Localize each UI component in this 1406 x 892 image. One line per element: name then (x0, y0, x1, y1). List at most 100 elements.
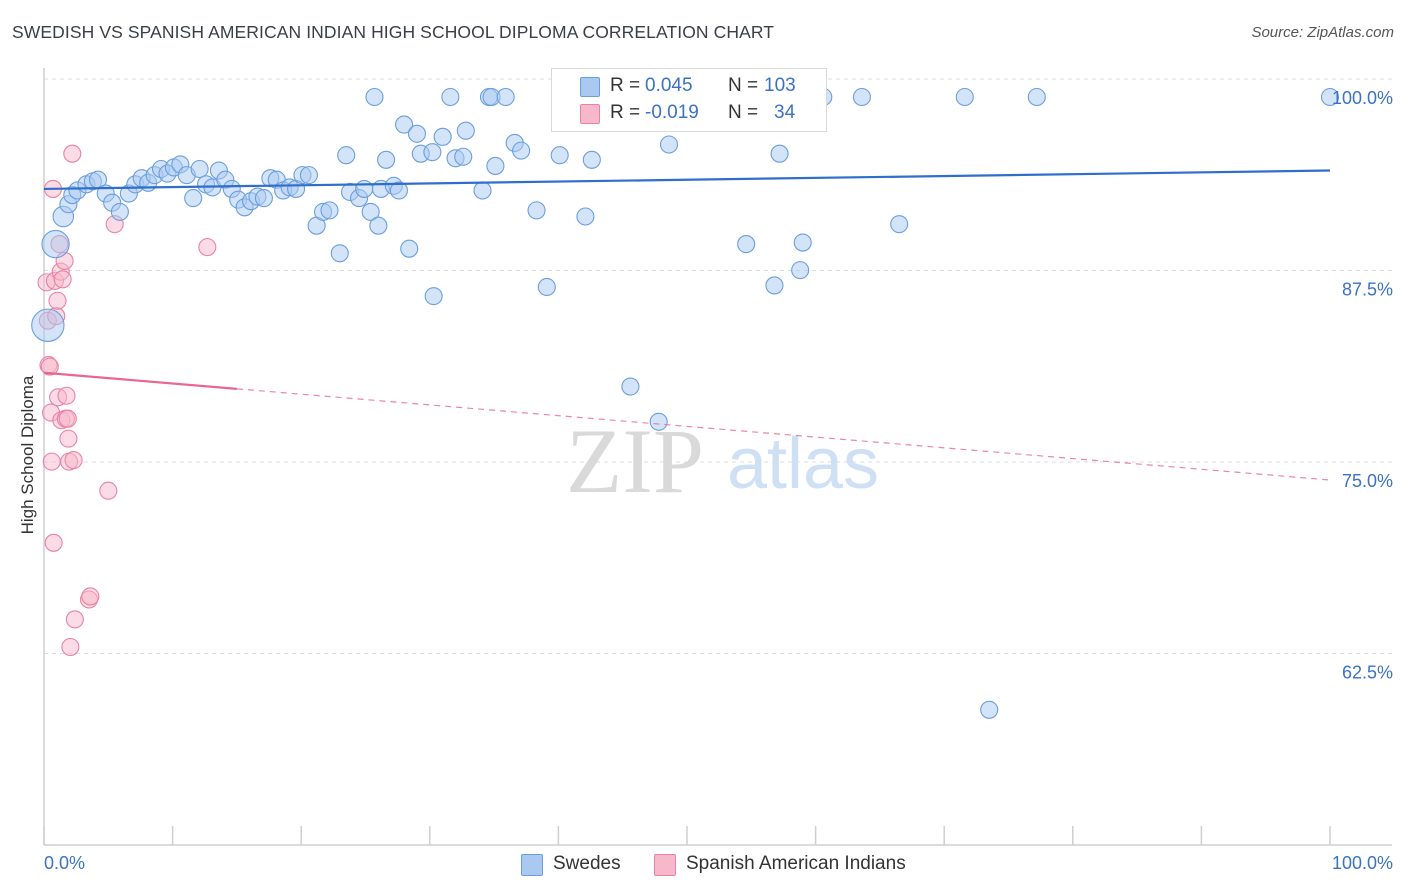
swedes-point (41, 229, 70, 259)
swedes-point (31, 308, 65, 342)
series-swedes (31, 87, 1340, 719)
swedes-point (337, 146, 356, 165)
swedes-point (582, 150, 601, 169)
correlation-legend: R = 0.045 N = 103 R = -0.019 N = 34 (551, 68, 827, 132)
swedes-point (890, 215, 909, 234)
legend-r-value: 0.045 (645, 75, 693, 96)
swedes-point (456, 121, 475, 140)
spanish-american-indians-point (40, 357, 59, 376)
spanish-american-indians-trend-line (43, 371, 237, 390)
legend-swatch-pink (580, 104, 600, 124)
swedes-point (659, 135, 679, 154)
swedes-point (793, 233, 812, 252)
chart-title: SWEDISH VS SPANISH AMERICAN INDIAN HIGH … (12, 22, 775, 42)
swedes-point (361, 202, 380, 221)
spanish-american-indians-swatch (654, 854, 676, 876)
y-tick-label: 75.0% (1342, 471, 1393, 491)
swedes-point (852, 87, 871, 107)
spanish-american-indians-point (99, 481, 118, 500)
axes (43, 68, 1392, 846)
spanish-american-indians-trend-extension (236, 388, 1331, 481)
swedes-point (770, 144, 789, 163)
spanish-american-indians-label: Spanish American Indians (686, 853, 906, 874)
watermark-atlas: atlas (727, 424, 879, 504)
spanish-american-indians-point (53, 270, 72, 289)
swedes-trend-line (43, 169, 1331, 191)
gridlines (44, 78, 1392, 654)
spanish-american-indians-point (59, 429, 78, 448)
x-tick-label-max: 100.0% (1332, 853, 1393, 873)
swedes-point (550, 146, 569, 165)
spanish-american-indians-point (64, 451, 83, 470)
swedes-point (433, 127, 452, 146)
swedes-point (190, 159, 209, 179)
swedes-point (473, 181, 492, 200)
swedes-point (576, 207, 595, 226)
spanish-american-indians-point (48, 291, 67, 310)
swedes-point (441, 87, 460, 107)
swedes-point (512, 141, 531, 160)
legend-n-value: 34 (774, 102, 796, 123)
swedes-point (454, 147, 473, 166)
swedes-point (537, 277, 556, 297)
swedes-point (1027, 87, 1046, 107)
swedes-point (527, 201, 546, 220)
swedes-point (621, 377, 640, 396)
legend-row-spanish-american-indians: R = -0.019 N = 34 (552, 100, 826, 127)
swedes-point (365, 87, 384, 107)
watermark-zip: ZIP (566, 410, 704, 512)
swedes-point (423, 143, 442, 162)
swedes-point (1320, 87, 1340, 107)
series-legend: Swedes Spanish American Indians (0, 850, 1406, 880)
spanish-american-indians-point (57, 386, 76, 405)
legend-row-swedes: R = 0.045 N = 103 (552, 73, 826, 100)
spanish-american-indians-point (65, 610, 84, 629)
swedes-point (955, 87, 974, 107)
y-tick-label: 62.5% (1342, 663, 1393, 683)
y-tick-label: 100.0% (1332, 88, 1393, 108)
tick-labels: 100.0% 87.5% 75.0% 62.5% 0.0% 100.0% (44, 88, 1393, 873)
swedes-point (299, 166, 318, 185)
swedes-point (377, 150, 396, 169)
swedes-point (254, 189, 273, 208)
swedes-point (486, 156, 505, 175)
swedes-point (424, 287, 443, 306)
swedes-point (330, 244, 349, 263)
swedes-point (110, 202, 129, 221)
spanish-american-indians-point (81, 587, 100, 606)
swedes-point (400, 239, 419, 258)
swedes-point (407, 124, 426, 143)
spanish-american-indians-point (58, 409, 77, 428)
legend-r-label: R = (610, 75, 641, 96)
spanish-american-indians-point (198, 238, 217, 257)
swedes-point (737, 235, 756, 254)
swedes-point (395, 115, 414, 134)
spanish-american-indians-point (44, 533, 63, 552)
swedes-point (980, 700, 999, 719)
legend-n-label: N = (728, 102, 759, 123)
spanish-american-indians-point (61, 637, 80, 657)
swedes-label: Swedes (553, 853, 621, 874)
spanish-american-indians-point (63, 144, 82, 163)
y-tick-label: 87.5% (1342, 280, 1393, 300)
swedes-point (791, 261, 810, 280)
swedes-point (369, 216, 388, 235)
legend-swatch-blue (580, 77, 600, 97)
swedes-point (184, 189, 203, 208)
legend-n-label: N = (728, 75, 759, 96)
legend-n-value: 103 (764, 75, 796, 96)
swedes-point (765, 276, 784, 295)
source-credit: Source: ZipAtlas.com (1251, 24, 1394, 41)
watermark: ZIP atlas (566, 410, 879, 512)
swedes-swatch (521, 854, 543, 876)
trend-lines (43, 169, 1331, 481)
swedes-point (355, 179, 374, 198)
swedes-point (649, 412, 668, 431)
spanish-american-indians-point (42, 452, 61, 471)
swedes-point (320, 201, 339, 220)
swedes-point (496, 87, 515, 107)
x-tick-label-min: 0.0% (44, 853, 85, 873)
legend-r-value: -0.019 (645, 102, 699, 123)
legend-r-label: R = (610, 102, 641, 123)
